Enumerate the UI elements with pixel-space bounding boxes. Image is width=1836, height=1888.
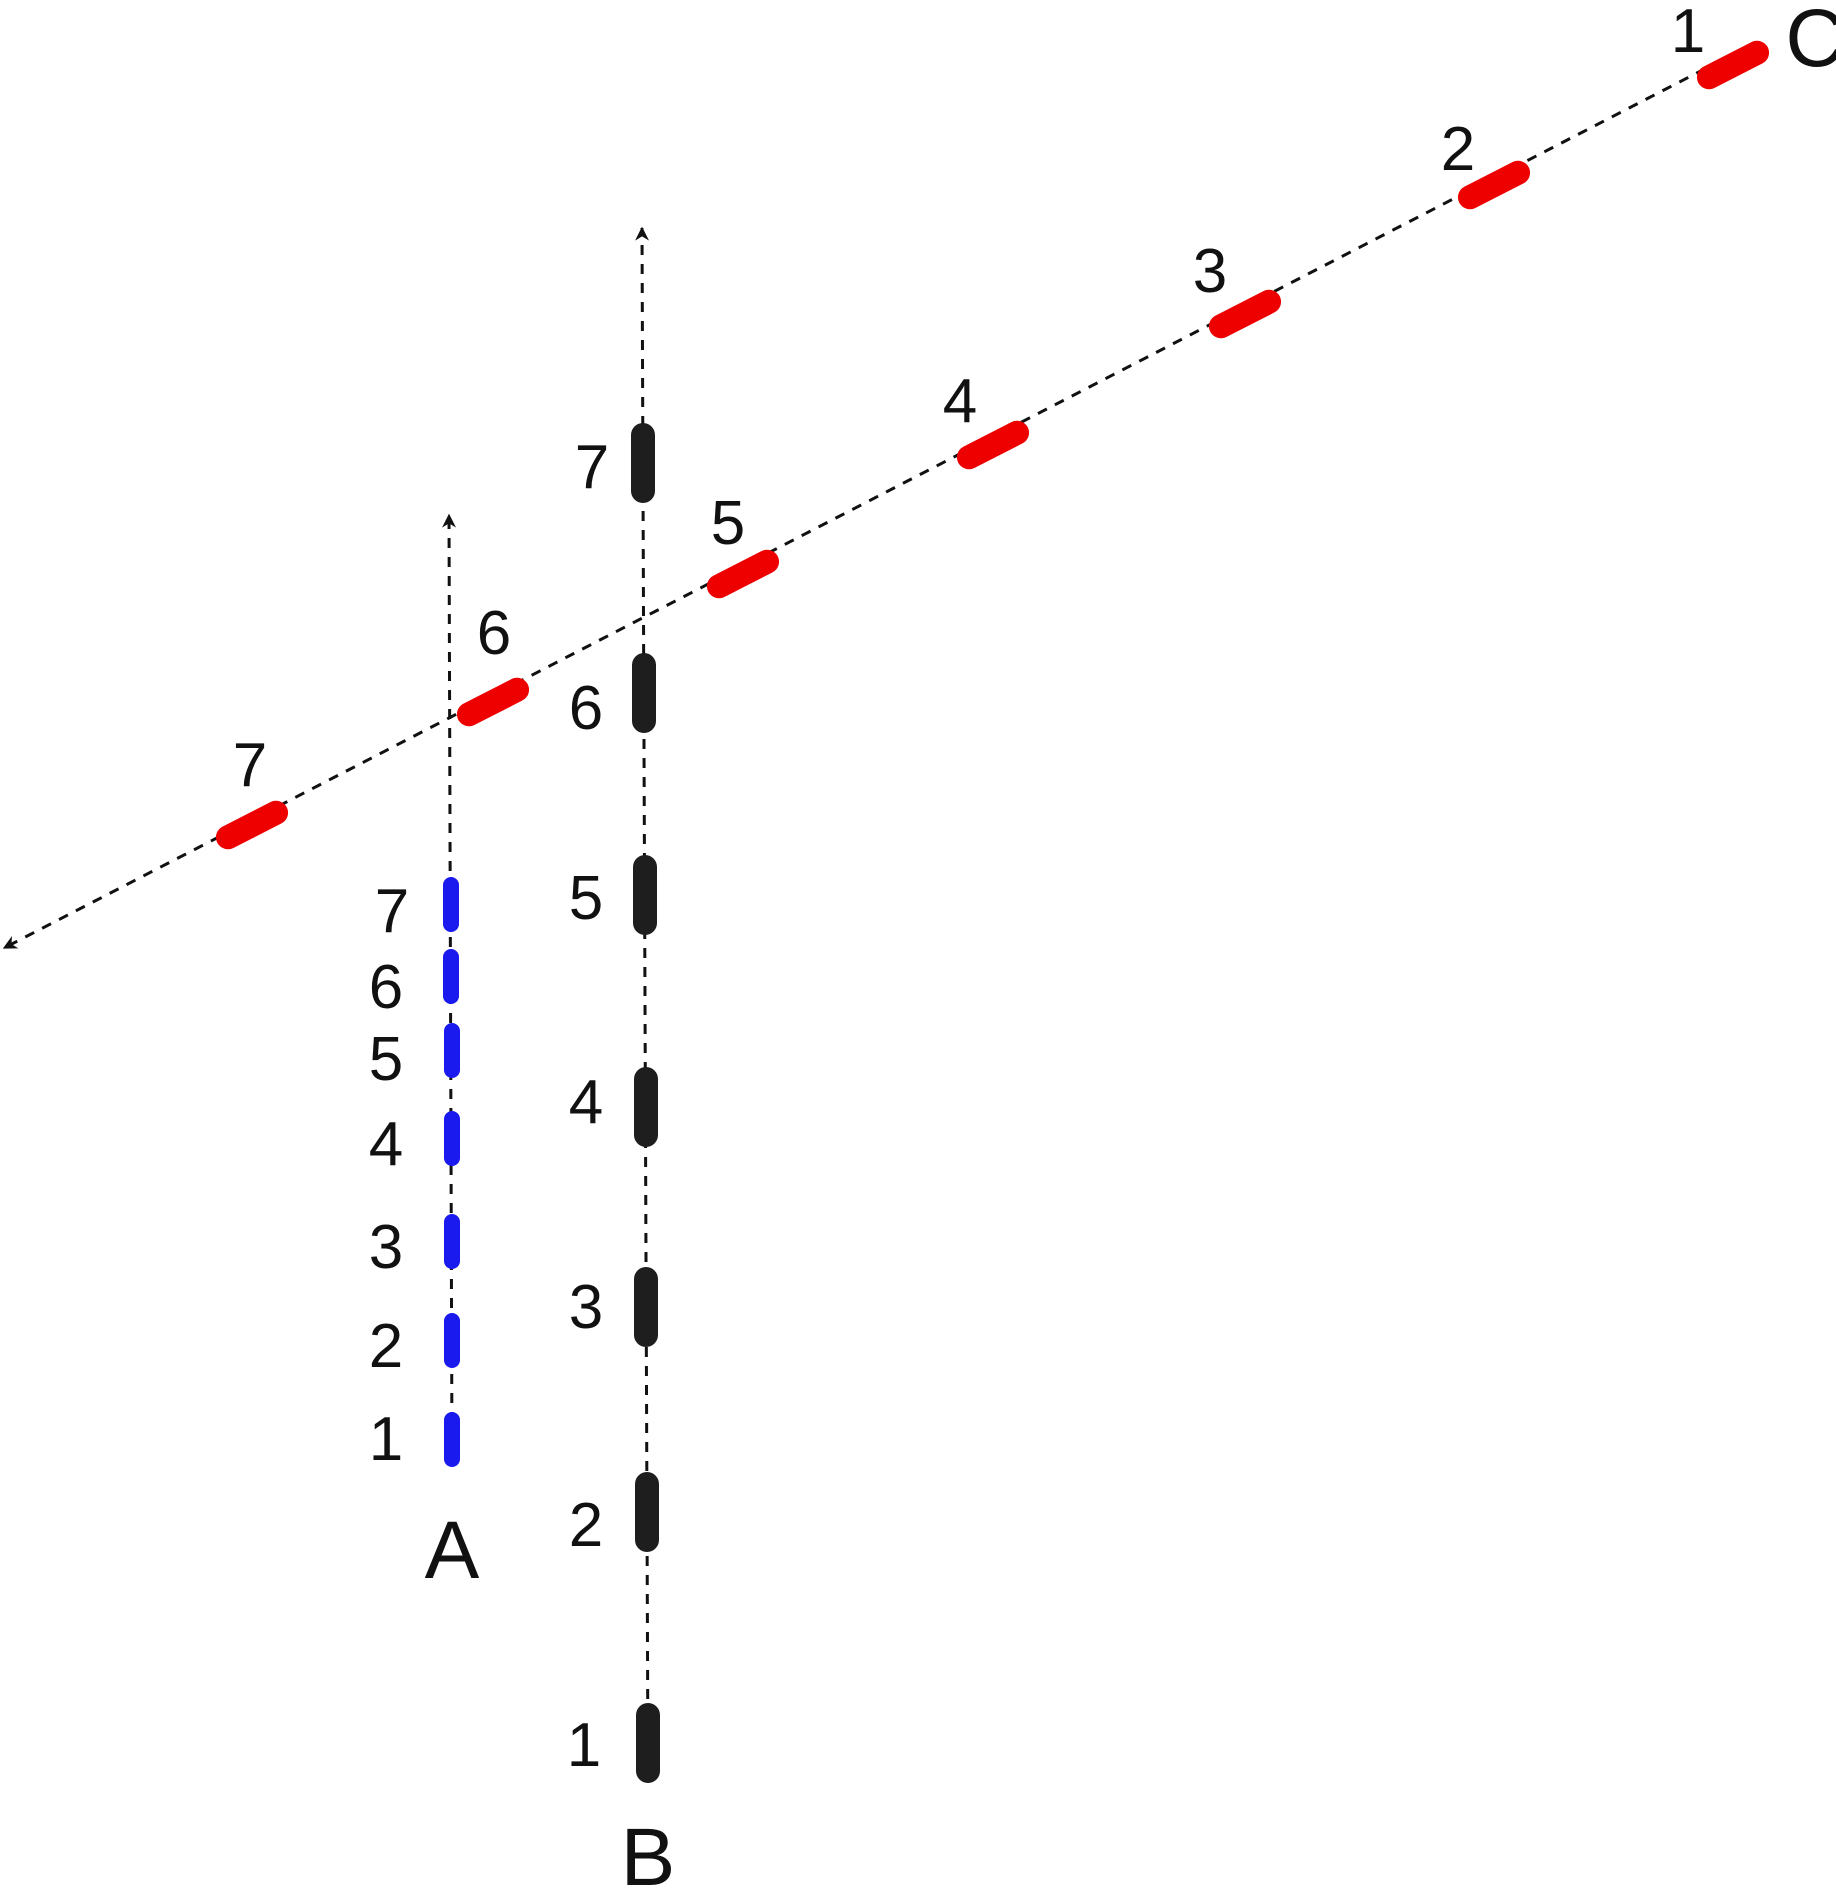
vessel-a-position-label-2: 2 xyxy=(369,1312,403,1381)
vessel-b-ship-4 xyxy=(634,1067,658,1147)
vessel-a-ship-6 xyxy=(443,949,459,1004)
vessel-a-position-label-6: 6 xyxy=(369,953,403,1022)
vessel-c-position-label-4: 4 xyxy=(943,367,977,436)
vessel-c-ship-1 xyxy=(1696,40,1770,90)
vessel-b-ship-1 xyxy=(636,1703,660,1783)
vessel-b-position-label-3: 3 xyxy=(569,1273,603,1342)
vessel-b-position-label-5: 5 xyxy=(569,864,603,933)
vessel-c-position-label-7: 7 xyxy=(233,731,267,800)
vessel-a-ship-2 xyxy=(444,1313,460,1368)
vessel-b-ship-6 xyxy=(632,653,656,733)
vessel-c-position-label-3: 3 xyxy=(1193,237,1227,306)
vessel-b-position-label-7: 7 xyxy=(575,433,609,502)
vessel-c-position-label-5: 5 xyxy=(711,489,745,558)
vessel-a-ship-5 xyxy=(444,1023,460,1078)
vessel-a-position-label-5: 5 xyxy=(369,1025,403,1094)
vessel-a-ship-3 xyxy=(444,1214,460,1269)
vessel-c-ship-2 xyxy=(1457,160,1531,210)
vessel-b: 1 2 3 4 5 6 7 B xyxy=(567,423,676,1888)
vessel-b-ship-2 xyxy=(635,1472,659,1552)
vessel-c-position-label-1: 1 xyxy=(1671,0,1705,66)
vessel-a-ship-7 xyxy=(443,877,459,932)
vessel-a-marks xyxy=(443,877,460,1467)
vessel-b-position-label-4: 4 xyxy=(569,1068,603,1137)
vessel-a: 1 2 3 4 5 6 7 A xyxy=(369,877,480,1596)
track-line-a xyxy=(442,513,457,1461)
vessel-c-position-label-6: 6 xyxy=(477,599,511,668)
vessel-b-ship-3 xyxy=(634,1267,658,1347)
vessel-b-position-label-1: 1 xyxy=(567,1711,601,1780)
vessel-b-label: B xyxy=(621,1812,676,1888)
vessel-c-marks xyxy=(215,40,1770,850)
vessel-b-position-label-2: 2 xyxy=(569,1491,603,1560)
vessel-c-position-label-2: 2 xyxy=(1441,115,1475,184)
vessel-c: 1 2 3 4 5 6 7 C xyxy=(215,0,1836,850)
vessel-b-marks xyxy=(631,423,660,1783)
vessel-a-position-label-1: 1 xyxy=(369,1405,403,1474)
vessel-a-position-label-7: 7 xyxy=(375,877,409,946)
vessel-b-position-label-6: 6 xyxy=(569,674,603,743)
vessel-b-ship-5 xyxy=(633,855,657,935)
vessel-c-ship-4 xyxy=(956,420,1030,470)
vessel-a-label: A xyxy=(425,1505,480,1596)
vessel-c-ship-7 xyxy=(215,800,289,850)
vessel-c-ship-5 xyxy=(706,549,780,599)
vessel-c-label: C xyxy=(1785,0,1836,84)
vessel-c-ship-6 xyxy=(456,677,530,727)
vessel-a-ship-4 xyxy=(444,1111,460,1166)
vessel-b-ship-7 xyxy=(631,423,655,503)
vessel-a-position-label-3: 3 xyxy=(369,1213,403,1282)
vessel-a-position-label-4: 4 xyxy=(369,1110,403,1179)
vessel-a-ship-1 xyxy=(444,1412,460,1467)
vessel-c-ship-3 xyxy=(1208,289,1282,339)
